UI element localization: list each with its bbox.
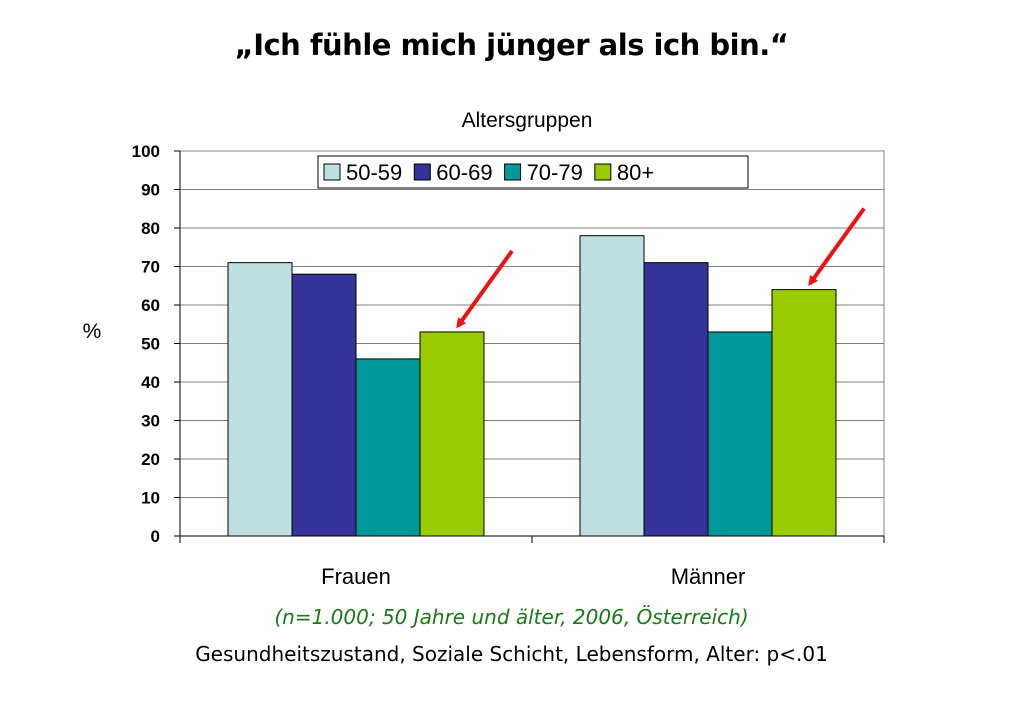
x-tick-label: Männer: [671, 564, 746, 589]
bar: [227, 262, 293, 537]
y-tick-label: 60: [141, 296, 160, 315]
legend-swatch: [594, 163, 612, 181]
legend-label: 60-69: [436, 160, 492, 185]
bars: [227, 235, 837, 537]
y-tick-label: 10: [141, 489, 160, 508]
bar: [579, 235, 645, 537]
legend: 50-59 60-69 70-79 80+: [317, 155, 749, 189]
bar: [771, 289, 837, 537]
y-tick-label: 30: [141, 412, 160, 431]
x-tick-label: Frauen: [321, 564, 391, 589]
legend-swatch: [323, 163, 341, 181]
bar: [707, 331, 773, 537]
y-tick-label: 0: [151, 527, 160, 546]
significance-note: Gesundheitszustand, Soziale Schicht, Leb…: [195, 642, 828, 666]
slide-title: „Ich fühle mich jünger als ich bin.“: [234, 28, 789, 62]
y-tick-label: 90: [141, 181, 160, 200]
chart-title: Altersgruppen: [462, 109, 593, 132]
y-axis-label: %: [83, 320, 102, 343]
legend-box: [317, 155, 749, 189]
legend-swatch: [413, 163, 431, 181]
bar: [419, 331, 485, 537]
bar: [291, 273, 357, 537]
legend-swatch: [504, 163, 522, 181]
legend-label: 50-59: [346, 160, 402, 185]
y-tick-label: 100: [132, 142, 160, 161]
y-tick-label: 40: [141, 373, 160, 392]
y-tick-label: 80: [141, 219, 160, 238]
bar: [355, 358, 421, 537]
axes: 0 10 20 30 40 50 60 70 80 90 100 Frauen Männer: [132, 142, 885, 589]
red-arrow: [808, 207, 866, 287]
red-arrow: [456, 249, 514, 329]
y-tick-label: 70: [141, 258, 160, 277]
annotation-arrows: [456, 207, 866, 329]
y-tick-label: 20: [141, 450, 160, 469]
legend-label: 70-79: [527, 160, 583, 185]
y-tick-label: 50: [141, 335, 160, 354]
bar: [643, 262, 709, 537]
legend-label: 80+: [617, 160, 654, 185]
sample-note: (n=1.000; 50 Jahre und älter, 2006, Öste…: [274, 605, 749, 629]
